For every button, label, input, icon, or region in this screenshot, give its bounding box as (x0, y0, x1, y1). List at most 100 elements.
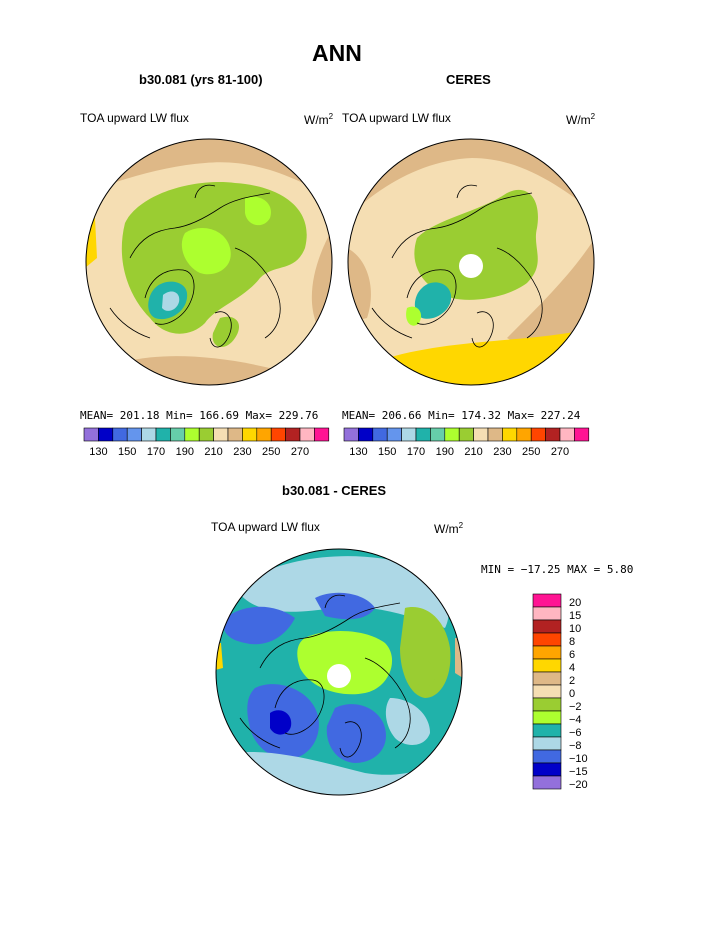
diff-field-green-right (400, 607, 451, 698)
diff-units: W/m2 (434, 521, 464, 537)
panel2-colorbar: 130 150 170 190 210 230 250 270 (343, 427, 590, 458)
panel2-colorbar-swatch (559, 427, 575, 442)
diff-field-blue-lower-2 (326, 704, 386, 763)
panel2-colorbar-tick-label: 150 (378, 446, 396, 458)
diff-colorbar-tick-label: 15 (569, 610, 581, 622)
panel1-colorbar: 130 150 170 190 210 230 250 270 (83, 427, 330, 458)
diff-colorbar-swatch (532, 606, 562, 621)
panel2-colorbar-swatch (502, 427, 518, 442)
panel2-colorbar-swatch (372, 427, 388, 442)
diff-colorbar-tick-label: 8 (569, 636, 575, 648)
panel1-field-label: TOA upward LW flux (80, 111, 189, 125)
diff-colorbar-tick-label: −2 (569, 701, 582, 713)
diff-pole-hole (327, 664, 351, 688)
panel2-colorbar-tick-label: 250 (522, 446, 540, 458)
diff-colorbar-tick-label: 6 (569, 649, 575, 661)
diff-colorbar-swatch (532, 710, 562, 725)
panel1-colorbar-swatch (184, 427, 200, 442)
diff-colorbar-swatch (532, 697, 562, 712)
panel1-field-light-green-2 (245, 196, 271, 226)
panel1-colorbar-swatch (83, 427, 99, 442)
diff-colorbar-tick-label: −6 (569, 727, 582, 739)
panel2-pole-hole (459, 254, 483, 278)
panel1-colorbar-tick-label: 130 (89, 446, 107, 458)
diff-colorbar-tick-label: 0 (569, 688, 575, 700)
diff-colorbar-tick-label: −8 (569, 740, 582, 752)
diff-colorbar-swatch (532, 632, 562, 647)
diff-colorbar-swatch (532, 775, 562, 790)
panel1-colorbar-tick-label: 170 (147, 446, 165, 458)
panel1-field-green-arm (212, 316, 240, 348)
panel2-colorbar-swatch (516, 427, 532, 442)
panel1-colorbar-swatch (227, 427, 243, 442)
diff-colorbar-tick-label: −20 (569, 779, 588, 791)
panel2-colorbar-swatch (444, 427, 460, 442)
diff-colorbar-tick-label: 20 (569, 597, 581, 609)
panel1-colorbar-swatch (112, 427, 128, 442)
panel2-colorbar-swatch (530, 427, 546, 442)
panel1-colorbar-swatch (314, 427, 330, 442)
panel1-colorbar-swatch (256, 427, 272, 442)
diff-coastlines (239, 594, 411, 758)
diff-colorbar-swatch (532, 749, 562, 764)
panel2-stats: MEAN= 206.66 Min= 174.32 Max= 227.24 (342, 409, 581, 422)
diff-field-green-center (297, 631, 393, 695)
panel2-coastlines (371, 184, 543, 348)
diff-colorbar-swatch (532, 593, 562, 608)
diff-field-dark-blue (270, 710, 292, 735)
panel2-colorbar-tick-label: 130 (349, 446, 367, 458)
panel1-heading: b30.081 (yrs 81-100) (139, 72, 263, 87)
panel2-colorbar-swatch (458, 427, 474, 442)
panel2-colorbar-swatch (473, 427, 489, 442)
diff-field-green-patch (415, 657, 436, 687)
panel1-stats: MEAN= 201.18 Min= 166.69 Max= 229.76 (80, 409, 319, 422)
panel1-colorbar-tick-label: 250 (262, 446, 280, 458)
diff-colorbar-tick-label: −10 (569, 753, 588, 765)
diff-colorbar-tick-label: 10 (569, 623, 581, 635)
panel1-field-warm-bottom (86, 356, 332, 385)
diff-polar-map (215, 548, 463, 796)
panel2-polar-map (347, 138, 595, 386)
page-title: ANN (312, 40, 362, 66)
diff-field-light-blue-top (235, 556, 449, 628)
panel2-heading: CERES (446, 72, 491, 87)
diff-field-light-blue-right (385, 698, 430, 745)
panel2-colorbar-swatch (545, 427, 561, 442)
panel1-colorbar-swatch (170, 427, 186, 442)
panel1-colorbar-swatch (213, 427, 229, 442)
panel2-colorbar-swatch (401, 427, 417, 442)
panel2-colorbar-swatch (386, 427, 402, 442)
diff-heading: b30.081 - CERES (282, 483, 387, 498)
panel1-colorbar-tick-label: 190 (176, 446, 194, 458)
panel2-colorbar-tick-label: 210 (464, 446, 482, 458)
panel2-colorbar-swatch (487, 427, 503, 442)
panel1-colorbar-swatch (299, 427, 315, 442)
panel1-field-cyan (162, 291, 180, 311)
panel2-field-label: TOA upward LW flux (342, 111, 451, 125)
panel2-colorbar-swatch (430, 427, 446, 442)
panel2-colorbar-swatch (415, 427, 431, 442)
panel2-colorbar-swatch (343, 427, 359, 442)
panel1-colorbar-swatch (141, 427, 157, 442)
panel1-colorbar-swatch (155, 427, 171, 442)
panel1-units: W/m2 (304, 112, 334, 128)
panel1-colorbar-tick-label: 270 (291, 446, 309, 458)
diff-colorbar-tick-label: −15 (569, 766, 588, 778)
panel1-colorbar-tick-label: 150 (118, 446, 136, 458)
panel1-colorbar-swatch (270, 427, 286, 442)
panel1-colorbar-swatch (285, 427, 301, 442)
diff-colorbar-tick-label: −4 (569, 714, 582, 726)
diff-colorbar-swatch (532, 723, 562, 738)
diff-colorbar-swatch (532, 736, 562, 751)
panel1-colorbar-swatch (242, 427, 258, 442)
diff-field-blue-left (223, 606, 295, 645)
panel2-field-light-green (406, 306, 422, 326)
panel1-colorbar-swatch (198, 427, 214, 442)
panel1-coastlines (109, 184, 281, 348)
diff-colorbar-swatch (532, 619, 562, 634)
panel2-field-teal (414, 282, 452, 319)
panel1-colorbar-swatch (98, 427, 114, 442)
diff-field-label: TOA upward LW flux (211, 520, 320, 534)
